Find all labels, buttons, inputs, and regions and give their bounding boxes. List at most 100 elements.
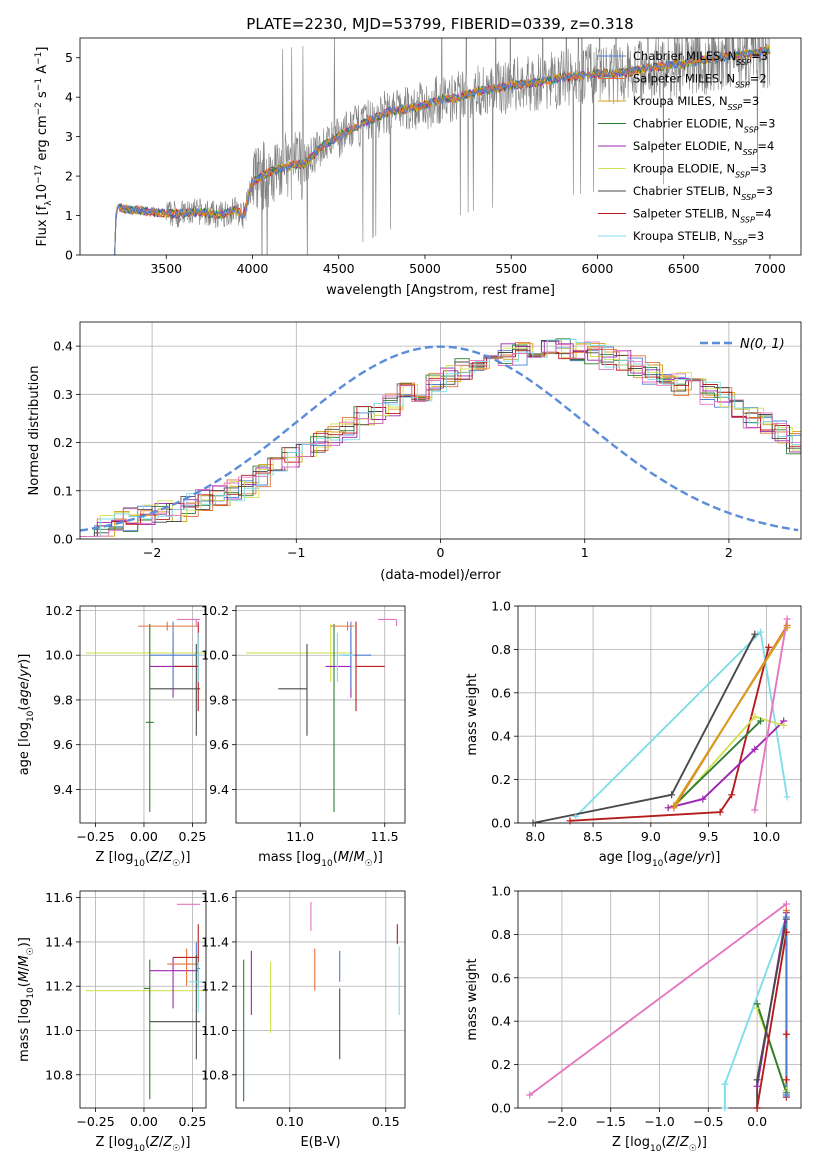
histogram-step-salpeter_stelib — [82, 348, 801, 538]
x-tick-label: −0.25 — [76, 829, 114, 844]
x-tick-label: −1 — [287, 545, 305, 560]
y-tick-label: 0.1 — [53, 483, 73, 498]
axes-frame — [235, 890, 406, 1109]
y-tick-label: 0.0 — [53, 532, 73, 547]
y-tick-label: 9.8 — [53, 692, 73, 707]
plot-area — [85, 618, 206, 812]
legend-entry: N(0, 1) — [740, 337, 785, 352]
data-point-marker — [783, 624, 791, 632]
y-tick-label: 9.8 — [209, 692, 229, 707]
x-axis-label: mass [log10(M/M☉)] — [258, 850, 383, 869]
x-tick-label: 0.0 — [747, 1114, 767, 1129]
chart-spectrum: 3500 4000 4500 5000 5500 6000 6500 7000 0 1 2 3 4 5 wa… — [34, 37, 802, 298]
y-axis-label: mass weight — [465, 673, 480, 755]
x-tick-label: 5000 — [409, 261, 441, 276]
x-tick-label: 6500 — [668, 261, 700, 276]
y-tick-label: 0.3 — [53, 387, 73, 402]
y-axis-label: mass weight — [465, 958, 480, 1040]
x-tick-label: −2 — [143, 545, 161, 560]
x-tick-label: 4000 — [237, 261, 269, 276]
x-axis-label: wavelength [Angstrom, rest frame] — [326, 283, 555, 298]
y-tick-label: 0.2 — [491, 1057, 511, 1072]
data-spectrum-line — [115, 38, 771, 255]
data-point-marker — [780, 721, 788, 729]
x-axis-label: Z [log10(Z/Z☉)] — [96, 850, 191, 869]
model-line-chabrier_elodie — [114, 46, 771, 255]
x-tick-label: 11.0 — [286, 829, 314, 844]
data-point-marker — [753, 1104, 761, 1112]
legend-entry: Salpeter MILES, NSSP=2 — [633, 72, 767, 90]
series-line-kroupa_miles — [673, 627, 788, 807]
y-tick-label: 11.4 — [201, 934, 229, 949]
y-tick-label: 4 — [65, 90, 73, 105]
y-tick-label: 9.4 — [209, 782, 229, 797]
series-line-chabrier_stelib — [532, 633, 756, 823]
plot-area — [246, 618, 398, 812]
legend-entry: Salpeter STELIB, NSSP=4 — [633, 207, 772, 225]
series-line-pink — [529, 903, 787, 1096]
plot-area — [243, 902, 400, 1102]
data-point-marker — [782, 907, 790, 915]
x-tick-label: 0.00 — [130, 829, 158, 844]
series-line-kroupa_stelib — [575, 630, 789, 818]
data-point-marker — [566, 817, 574, 825]
data-point-marker — [668, 791, 676, 799]
x-axis-label: Z [log10(Z/Z☉)] — [612, 1135, 707, 1154]
data-point-marker — [782, 1030, 790, 1038]
data-point-marker — [753, 1076, 761, 1084]
x-tick-label: 1 — [581, 545, 589, 560]
x-tick-label: −1.5 — [596, 1114, 626, 1129]
data-point-marker — [783, 793, 791, 801]
legend-entry: Kroupa ELODIE, NSSP=3 — [633, 162, 767, 180]
data-point-marker — [753, 1000, 761, 1008]
y-tick-label: 11.2 — [201, 979, 229, 994]
y-tick-label: 11.6 — [201, 890, 229, 905]
x-tick-label: 10.0 — [752, 829, 780, 844]
data-point-marker — [782, 1076, 790, 1084]
x-axis-label: Z [log10(Z/Z☉)] — [96, 1135, 191, 1154]
x-tick-label: 9.0 — [641, 829, 661, 844]
series-line-salpeter_elodie — [667, 720, 785, 809]
y-tick-label: 1.0 — [491, 884, 511, 899]
plot-area — [529, 903, 788, 1108]
data-point-marker — [782, 913, 790, 921]
y-tick-label: 0.2 — [53, 435, 73, 450]
data-point-marker — [716, 808, 724, 816]
y-tick-label: 10.8 — [201, 1067, 229, 1082]
x-tick-label: 0.15 — [372, 1114, 400, 1129]
x-tick-label: 0 — [437, 545, 445, 560]
y-tick-label: 10.2 — [45, 603, 73, 618]
axes-frame — [517, 605, 802, 824]
x-tick-label: 4500 — [323, 261, 355, 276]
axes-frame — [79, 890, 207, 1109]
x-axis-label: E(B-V) — [300, 1135, 340, 1150]
x-tick-label: 2 — [725, 545, 733, 560]
x-tick-label: 0.10 — [276, 1114, 304, 1129]
data-point-marker — [572, 812, 580, 820]
data-point-marker — [728, 791, 736, 799]
y-tick-label: 0.6 — [491, 970, 511, 985]
data-point-marker — [765, 643, 773, 651]
axes-frame — [517, 890, 802, 1109]
y-axis-label: Flux [fλ10−17 erg cm−2 s−1 A−1] — [34, 47, 54, 247]
legend-entry: Chabrier MILES, NSSP=3 — [633, 49, 768, 67]
axes-frame — [79, 37, 802, 256]
y-tick-label: 0 — [65, 248, 73, 263]
data-point-marker — [751, 806, 759, 814]
x-tick-label: 5500 — [495, 261, 527, 276]
data-point-marker — [757, 717, 765, 725]
legend-entry: Salpeter ELODIE, NSSP=4 — [633, 139, 774, 157]
y-tick-label: 11.0 — [45, 1023, 73, 1038]
chart-age_vs_mass: 11.0 11.5 9.4 9.6 9.8 10.0 10.2 mass [log10(M/M… — [201, 603, 406, 869]
x-axis-label: age [log10(age/yr)] — [599, 850, 721, 869]
chart-mass_vs_Z: −0.25 0.00 0.25 10.8 11.0 11.2 11.4 11.6 Z [log1… — [17, 890, 207, 1154]
axes-frame — [235, 605, 406, 824]
x-tick-label: 0.00 — [130, 1114, 158, 1129]
y-tick-label: 0.0 — [491, 1101, 511, 1116]
y-tick-label: 0.4 — [53, 339, 73, 354]
y-tick-label: 11.6 — [45, 890, 73, 905]
histogram-step-kroupa_stelib — [85, 339, 801, 538]
data-point-marker — [782, 928, 790, 936]
x-tick-label: −1.0 — [644, 1114, 674, 1129]
